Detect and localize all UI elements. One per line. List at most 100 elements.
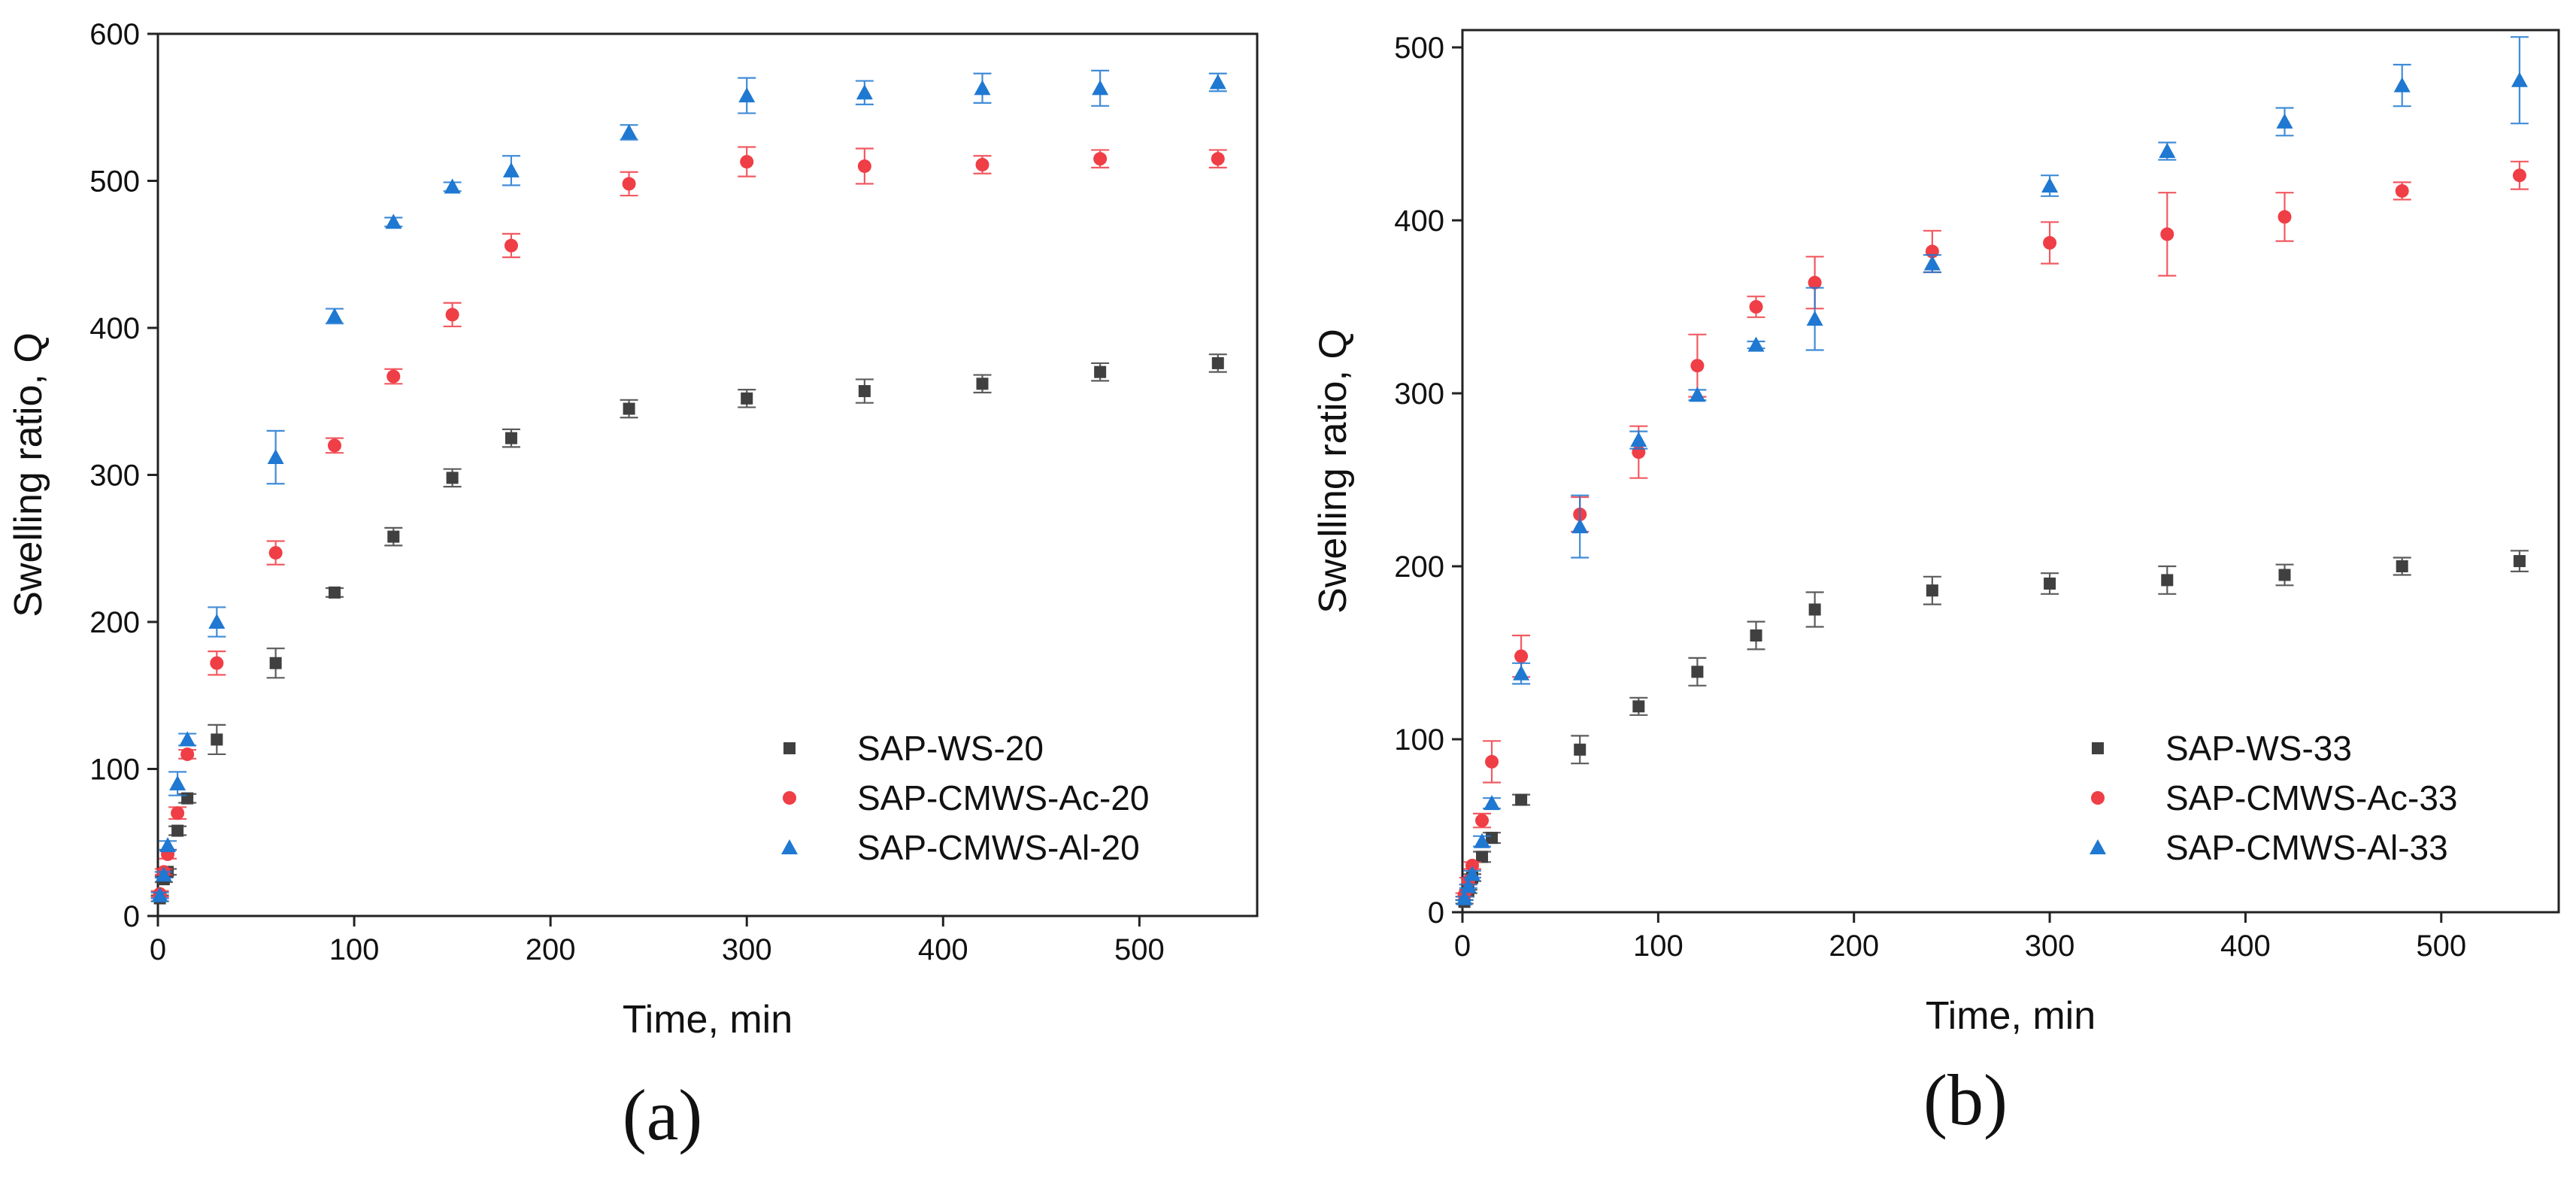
data-point xyxy=(857,159,871,173)
data-point xyxy=(1574,743,1587,756)
data-point xyxy=(2278,569,2291,581)
y-axis-title: Swelling ratio, Q xyxy=(1311,329,1355,614)
data-point xyxy=(171,806,185,820)
data-point xyxy=(1632,700,1645,713)
data-point xyxy=(1475,814,1490,828)
y-tick-label: 300 xyxy=(89,459,140,493)
series-1 xyxy=(150,353,1227,905)
x-tick-label: 0 xyxy=(1454,930,1471,963)
data-point xyxy=(269,657,282,669)
y-tick-label: 400 xyxy=(89,312,140,345)
data-point xyxy=(1690,359,1705,373)
data-point xyxy=(738,87,756,103)
data-point xyxy=(444,178,461,194)
data-point xyxy=(1926,584,1938,597)
data-point xyxy=(2511,71,2528,87)
data-point xyxy=(1476,851,1489,863)
y-tick-label: 0 xyxy=(1428,896,1444,930)
x-tick-label: 0 xyxy=(150,933,166,966)
data-point xyxy=(2160,227,2174,241)
data-point xyxy=(179,731,196,747)
data-point xyxy=(326,308,343,323)
data-point xyxy=(1459,878,1477,893)
data-point xyxy=(2396,560,2408,572)
chart-panel-1: 0 100 200 300 400 500 0 100 200 300 400 500 600 Time,… xyxy=(7,18,1259,1155)
data-point xyxy=(1571,518,1589,534)
data-point xyxy=(180,747,195,761)
data-point xyxy=(445,308,459,322)
legend-label: SAP-CMWS-Ac-33 xyxy=(2165,778,2457,817)
x-tick-label: 300 xyxy=(2025,930,2075,963)
x-tick-label: 400 xyxy=(2220,930,2271,963)
data-point xyxy=(1211,356,1224,369)
data-point xyxy=(151,887,168,902)
data-point xyxy=(1808,603,1821,616)
y-tick-label: 200 xyxy=(1394,550,1444,584)
x-axis-title: Time, min xyxy=(623,998,792,1042)
data-point xyxy=(1923,255,1941,271)
y-axis-title: Swelling ratio, Q xyxy=(7,332,50,617)
panel-label: (b) xyxy=(1923,1060,2008,1140)
y-tick-label: 200 xyxy=(89,606,140,639)
data-point xyxy=(169,775,186,791)
data-point xyxy=(1093,152,1108,166)
data-point xyxy=(386,369,401,384)
data-point xyxy=(1514,649,1529,663)
data-point xyxy=(1485,754,1499,769)
x-tick-label: 300 xyxy=(722,933,772,966)
data-point xyxy=(387,530,400,543)
data-point xyxy=(2159,143,2176,158)
data-point xyxy=(1689,387,1706,402)
data-point xyxy=(2041,177,2059,193)
y-tick-label: 600 xyxy=(89,18,140,51)
y-tick-label: 400 xyxy=(1394,205,1444,238)
legend-marker xyxy=(781,839,798,854)
data-point xyxy=(1209,74,1226,89)
x-tick-label: 500 xyxy=(1114,933,1165,966)
data-point xyxy=(1456,890,1473,905)
chart-panel-2: 0 100 200 300 400 500 0 100 200 300 400 500 Time, mi… xyxy=(1311,29,2560,1140)
data-point xyxy=(2276,113,2293,129)
data-point xyxy=(2277,210,2292,224)
data-point xyxy=(505,432,517,444)
data-point xyxy=(1750,629,1762,641)
data-point xyxy=(155,866,172,882)
data-point xyxy=(1483,795,1501,811)
series-3 xyxy=(150,69,1227,902)
data-point xyxy=(1211,152,1225,166)
series-3 xyxy=(1455,36,2529,905)
legend-label: SAP-CMWS-Al-33 xyxy=(2165,828,2448,867)
data-point xyxy=(210,656,224,670)
data-point xyxy=(268,546,283,560)
data-point xyxy=(2043,235,2057,250)
data-point xyxy=(208,614,226,629)
data-point xyxy=(211,733,223,746)
data-point xyxy=(1092,80,1109,96)
data-point xyxy=(1474,833,1491,848)
data-point xyxy=(1806,311,1823,326)
legend: SAP-WS-33 SAP-CMWS-Ac-33 SAP-CMWS-Al-33 xyxy=(2090,729,2457,867)
data-point xyxy=(2513,555,2526,568)
data-point xyxy=(267,449,284,465)
y-tick-label: 0 xyxy=(123,900,140,933)
data-point xyxy=(2395,183,2409,198)
data-point xyxy=(2161,574,2174,587)
data-point xyxy=(1691,666,1704,678)
data-point xyxy=(328,586,341,599)
y-tick-label: 100 xyxy=(1394,723,1444,757)
x-tick-label: 400 xyxy=(918,933,968,966)
y-tick-label: 300 xyxy=(1394,378,1444,411)
data-point xyxy=(504,238,518,253)
legend-label: SAP-WS-20 xyxy=(857,729,1044,768)
legend-label: SAP-CMWS-Al-20 xyxy=(857,828,1140,867)
data-point xyxy=(858,385,871,398)
panel-label: (a) xyxy=(623,1075,703,1155)
data-point xyxy=(1094,365,1107,378)
y-tick-label: 500 xyxy=(89,165,140,199)
data-point xyxy=(2044,578,2056,590)
legend-label: SAP-WS-33 xyxy=(2165,729,2352,768)
data-point xyxy=(446,472,459,484)
data-point xyxy=(741,392,753,405)
data-point xyxy=(1513,665,1530,681)
